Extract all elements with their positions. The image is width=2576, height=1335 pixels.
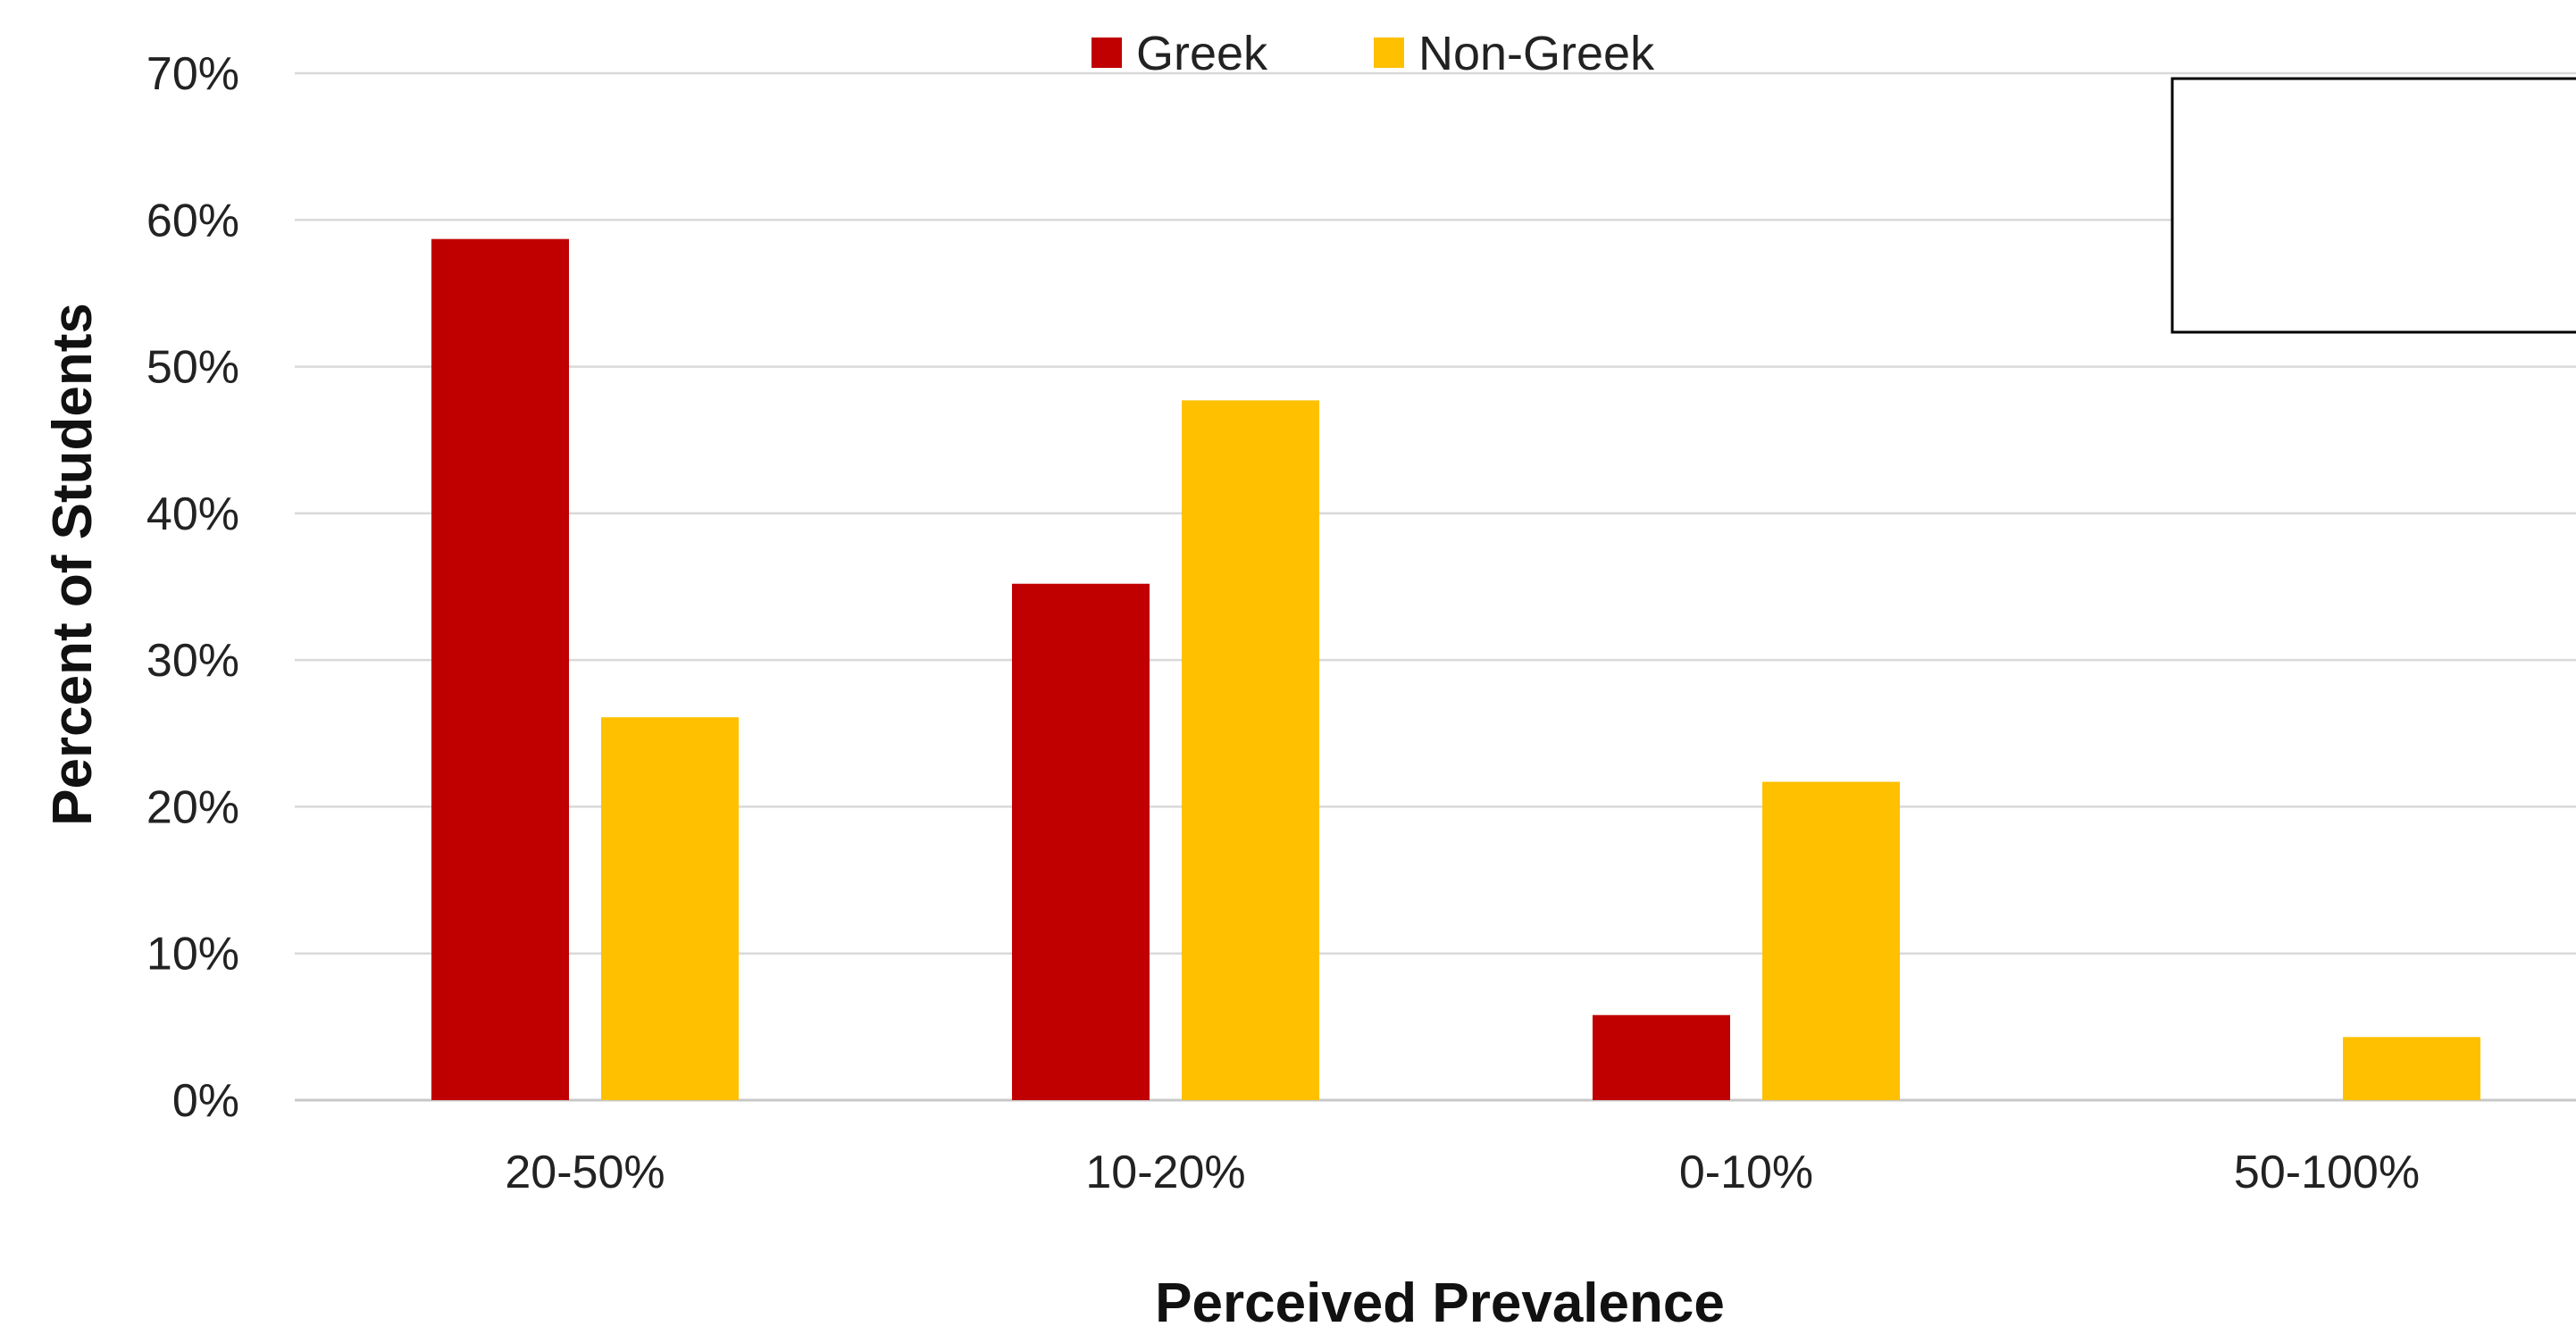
y-axis-title: Percent of Students <box>42 303 104 826</box>
x-tick-labels: 20-50% 10-20% 0-10% 50-100% <box>505 1147 2420 1198</box>
y-tick-label: 60% <box>146 195 239 246</box>
legend-swatch <box>1091 38 1122 68</box>
x-axis-title: Perceived Prevalence <box>1155 1272 1725 1334</box>
legend-label: Non-Greek <box>1418 27 1655 80</box>
x-tick-label: 50-100% <box>2234 1147 2420 1198</box>
y-tick-label: 20% <box>146 781 239 833</box>
bars <box>431 238 2480 1101</box>
y-tick-label: 50% <box>146 342 239 394</box>
legend: Greek Non-Greek <box>1091 27 1655 80</box>
bar-non-greek <box>1182 400 1319 1100</box>
blank-box <box>2170 77 2576 334</box>
y-tick-label: 70% <box>146 48 239 100</box>
legend-swatch <box>1374 38 1404 68</box>
y-tick-label: 10% <box>146 929 239 980</box>
bar-non-greek <box>2343 1037 2480 1100</box>
bar-greek <box>1012 583 1150 1100</box>
bar-non-greek <box>601 717 739 1100</box>
legend-label: Greek <box>1136 27 1268 80</box>
x-tick-label: 20-50% <box>505 1147 665 1198</box>
bar-non-greek <box>1762 781 1900 1100</box>
x-tick-label: 0-10% <box>1679 1147 1813 1198</box>
bar-greek <box>1593 1014 1730 1100</box>
y-tick-labels: 0% 10% 20% 30% 40% 50% 60% 70% <box>146 48 239 1127</box>
y-tick-label: 0% <box>172 1075 239 1127</box>
x-tick-label: 10-20% <box>1085 1147 1245 1198</box>
y-tick-label: 40% <box>146 488 239 540</box>
bar-greek <box>431 238 569 1101</box>
y-tick-label: 30% <box>146 635 239 687</box>
